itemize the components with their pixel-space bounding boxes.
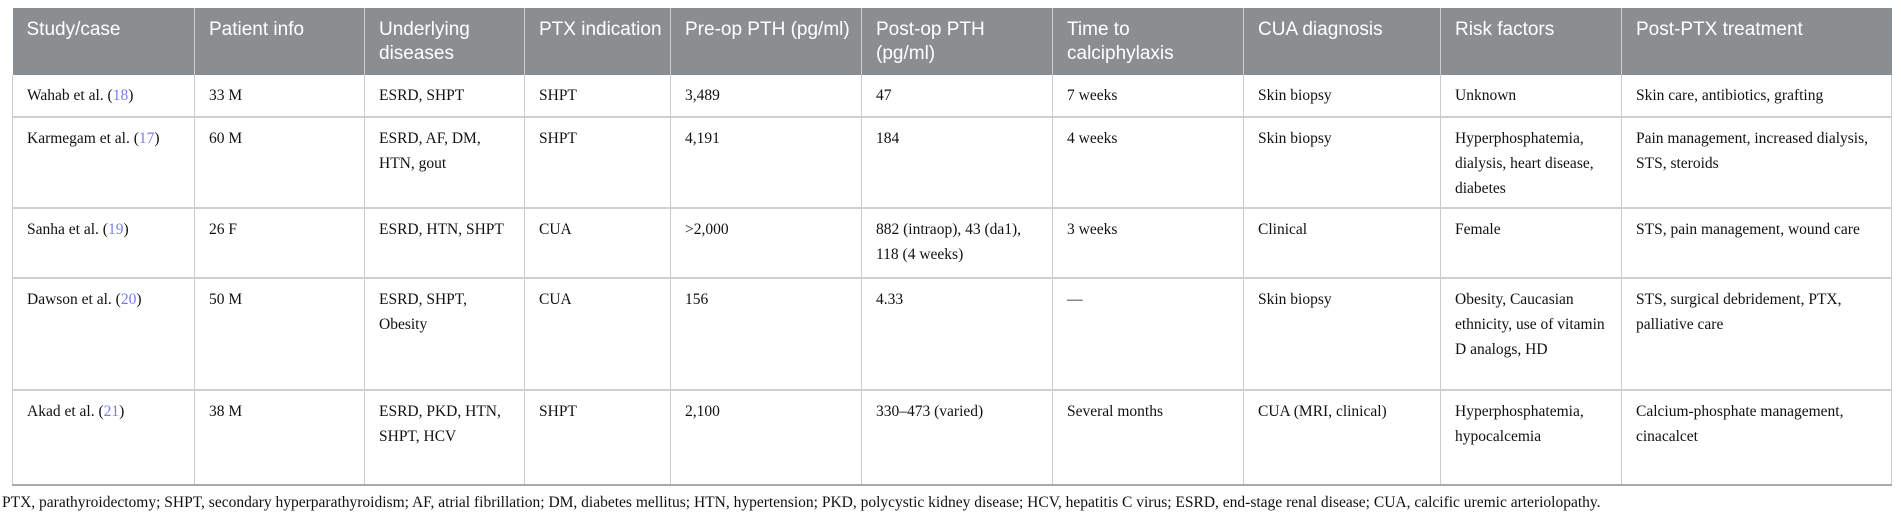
cell-underlying-diseases: ESRD, AF, DM, HTN, gout [364,116,525,208]
cite-open: ( [111,291,121,308]
reference-link[interactable]: 21 [103,403,120,420]
cell-postop-pth: 184 [861,116,1053,208]
cell-ptx-indication: CUA [524,277,671,390]
cell-study-case: Akad et al. (21) [12,389,195,485]
col-header-underlying-diseases: Underlying diseases [364,8,525,75]
cell-study-case: Sanha et al. (19) [12,207,195,278]
cell-ptx-indication: SHPT [524,75,671,117]
cell-post-ptx-treatment: Pain management, increased dialysis, STS… [1621,116,1892,208]
cell-underlying-diseases: ESRD, HTN, SHPT [364,207,525,278]
cell-cua-diagnosis: Clinical [1243,207,1441,278]
table-row-dawson: Dawson et al. (20) 50 M ESRD, SHPT, Obes… [12,277,1892,390]
cell-patient-info: 38 M [194,389,365,485]
cell-cua-diagnosis: Skin biopsy [1243,75,1441,117]
cell-postop-pth: 330–473 (varied) [861,389,1053,485]
table-row-sanha: Sanha et al. (19) 26 F ESRD, HTN, SHPT C… [12,207,1892,278]
col-header-postop-pth: Post-op PTH (pg/ml) [861,8,1053,75]
reference-link[interactable]: 20 [120,291,137,308]
cell-postop-pth: 4.33 [861,277,1053,390]
col-header-post-ptx-treatment: Post-PTX treatment [1621,8,1892,75]
col-header-patient-info: Patient info [194,8,365,75]
cell-ptx-indication: CUA [524,207,671,278]
cite-close: ) [154,130,160,147]
cite-close: ) [123,221,129,238]
cell-patient-info: 60 M [194,116,365,208]
study-name: Wahab et al. [27,87,104,104]
reference-link[interactable]: 18 [112,87,129,104]
cell-post-ptx-treatment: Skin care, antibiotics, grafting [1621,75,1892,117]
cell-post-ptx-treatment: Calcium-phosphate management, cinacalcet [1621,389,1892,485]
table-row-wahab: Wahab et al. (18) 33 M ESRD, SHPT SHPT 3… [12,75,1892,117]
reference-link[interactable]: 17 [138,130,155,147]
study-name: Sanha et al. [27,221,99,238]
table-row-karmegam: Karmegam et al. (17) 60 M ESRD, AF, DM, … [12,116,1892,208]
cell-study-case: Dawson et al. (20) [12,277,195,390]
cite-open: ( [94,403,104,420]
cell-post-ptx-treatment: STS, pain management, wound care [1621,207,1892,278]
cell-preop-pth: 156 [670,277,862,390]
cell-ptx-indication: SHPT [524,389,671,485]
study-name: Dawson et al. [27,291,112,308]
cell-post-ptx-treatment: STS, surgical debridement, PTX, palliati… [1621,277,1892,390]
cite-close: ) [128,87,134,104]
cell-risk-factors: Hyperphosphatemia, hypocalcemia [1440,389,1622,485]
col-header-preop-pth: Pre-op PTH (pg/ml) [670,8,862,75]
cell-preop-pth: >2,000 [670,207,862,278]
col-header-study-case: Study/case [12,8,195,75]
cell-cua-diagnosis: CUA (MRI, clinical) [1243,389,1441,485]
cell-risk-factors: Female [1440,207,1622,278]
col-header-cua-diagnosis: CUA diagnosis [1243,8,1441,75]
cell-time-to-calciphylaxis: 7 weeks [1052,75,1244,117]
cell-patient-info: 33 M [194,75,365,117]
cell-study-case: Karmegam et al. (17) [12,116,195,208]
cell-patient-info: 50 M [194,277,365,390]
cell-ptx-indication: SHPT [524,116,671,208]
cell-risk-factors: Obesity, Caucasian ethnicity, use of vit… [1440,277,1622,390]
cite-open: ( [129,130,139,147]
cell-postop-pth: 882 (intraop), 43 (da1), 118 (4 weeks) [861,207,1053,278]
cell-underlying-diseases: ESRD, SHPT, Obesity [364,277,525,390]
cell-preop-pth: 3,489 [670,75,862,117]
cell-risk-factors: Hyperphosphatemia, dialysis, heart disea… [1440,116,1622,208]
col-header-risk-factors: Risk factors [1440,8,1622,75]
cell-underlying-diseases: ESRD, PKD, HTN, SHPT, HCV [364,389,525,485]
header-row: Study/case Patient info Underlying disea… [12,8,1892,75]
cell-preop-pth: 2,100 [670,389,862,485]
cite-open: ( [98,221,108,238]
col-header-ptx-indication: PTX indication [524,8,671,75]
cell-underlying-diseases: ESRD, SHPT [364,75,525,117]
reference-link[interactable]: 19 [107,221,124,238]
cite-close: ) [119,403,125,420]
cell-time-to-calciphylaxis: — [1052,277,1244,390]
cell-preop-pth: 4,191 [670,116,862,208]
study-name: Akad et al. [27,403,95,420]
cell-patient-info: 26 F [194,207,365,278]
cell-time-to-calciphylaxis: Several months [1052,389,1244,485]
abbreviations-footnote: PTX, parathyroidectomy; SHPT, secondary … [2,494,1601,511]
cell-time-to-calciphylaxis: 4 weeks [1052,116,1244,208]
cite-open: ( [103,87,113,104]
cell-risk-factors: Unknown [1440,75,1622,117]
cell-time-to-calciphylaxis: 3 weeks [1052,207,1244,278]
cell-cua-diagnosis: Skin biopsy [1243,116,1441,208]
cell-postop-pth: 47 [861,75,1053,117]
case-report-table: Study/case Patient info Underlying disea… [12,8,1892,486]
study-name: Karmegam et al. [27,130,130,147]
table-row-akad: Akad et al. (21) 38 M ESRD, PKD, HTN, SH… [12,389,1892,485]
col-header-time-to-calciphylaxis: Time to calciphylaxis [1052,8,1244,75]
cell-cua-diagnosis: Skin biopsy [1243,277,1441,390]
cell-study-case: Wahab et al. (18) [12,75,195,117]
cite-close: ) [136,291,142,308]
